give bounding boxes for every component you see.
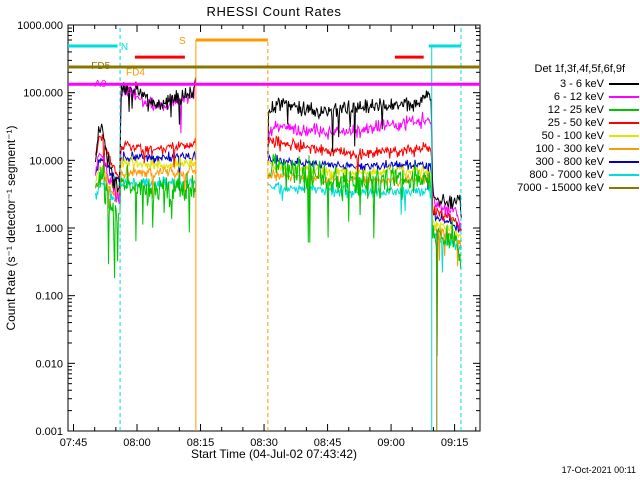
flag-label-a0: A0 <box>94 79 107 90</box>
series-line-3to6keV <box>267 90 462 219</box>
y-tick-label: 1000.000 <box>17 20 63 32</box>
series-line-12to25keV <box>267 153 462 357</box>
series-line-50to100keV <box>95 155 197 194</box>
legend-entry-label: 300 - 800 keV <box>535 155 605 168</box>
legend-entry-swatch <box>609 121 639 124</box>
legend-title: Det 1f,3f,4f,5f,6f,9f <box>534 63 626 75</box>
x-axis-label: Start Time (04-Jul-02 07:43:42) <box>190 447 358 461</box>
legend-entry-swatch <box>609 147 639 150</box>
legend-entry-label: 3 - 6 keV <box>559 77 604 90</box>
series-lines <box>68 65 480 357</box>
y-tick-label: 0.010 <box>35 358 63 370</box>
series-line-3to6keV <box>95 77 197 193</box>
x-tick-label: 08:15 <box>187 437 215 449</box>
legend-entry: 300 - 800 keV <box>486 155 639 168</box>
tick-labels: 07:45 08:00 08:15 08:30 08:45 09:00 09:15 0.001… <box>17 20 468 449</box>
legend-entry: 100 - 300 keV <box>486 142 639 155</box>
flag-label-a1: A1 <box>126 86 139 97</box>
legend-entry: 50 - 100 keV <box>486 129 639 142</box>
legend-entry: 6 - 12 keV <box>486 90 639 103</box>
legend-entry-swatch <box>609 82 639 85</box>
x-tick-label: 09:15 <box>441 437 469 449</box>
flag-label-n: N <box>121 42 128 53</box>
chart-title: RHESSI Count Rates <box>206 4 342 19</box>
plot-timestamp: 17-Oct-2021 00:11 <box>561 465 636 475</box>
flag-label-fd4: FD4 <box>126 68 145 79</box>
y-tick-label: 10.000 <box>29 155 63 167</box>
series-line-25to50keV <box>95 134 197 178</box>
legend: Det 1f,3f,4f,5f,6f,9f 3 - 6 keV 6 - 12 ke… <box>486 63 639 194</box>
x-tick-label: 07:45 <box>60 437 88 449</box>
series-line-300to800keV <box>267 154 462 234</box>
legend-entry-swatch <box>609 186 639 189</box>
y-tick-label: 100.000 <box>23 88 63 100</box>
flag-label-s: S <box>179 36 186 47</box>
legend-entry-label: 50 - 100 keV <box>541 129 604 142</box>
legend-entry-label: 7000 - 15000 keV <box>517 181 604 194</box>
legend-entry-label: 100 - 300 keV <box>535 142 605 155</box>
legend-entry: 3 - 6 keV <box>486 77 639 90</box>
y-axis-label: Count Rate (s⁻¹ detector⁻¹ segment⁻¹) <box>4 125 18 331</box>
x-tick-label: 09:00 <box>377 437 405 449</box>
legend-entry-swatch <box>609 134 639 137</box>
y-tick-label: 0.001 <box>35 426 63 438</box>
legend-entry-label: 12 - 25 keV <box>547 103 604 116</box>
flag-bars: N S FD5 FD4 A0 A1 <box>68 36 480 97</box>
x-tick-label: 08:00 <box>123 437 151 449</box>
legend-entry-label: 25 - 50 keV <box>547 116 604 129</box>
legend-entry: 12 - 25 keV <box>486 103 639 116</box>
legend-entry: 7000 - 15000 keV <box>486 181 639 194</box>
series-line-6to12keV <box>267 111 462 230</box>
legend-entry: 25 - 50 keV <box>486 116 639 129</box>
legend-entry-swatch <box>609 160 639 163</box>
series-line-25to50keV <box>267 135 462 233</box>
legend-entry-swatch <box>609 108 639 111</box>
series-line-50to100keV <box>267 160 462 242</box>
legend-entry-label: 800 - 7000 keV <box>529 168 604 181</box>
legend-entry: 800 - 7000 keV <box>486 168 639 181</box>
y-tick-label: 0.100 <box>35 291 63 303</box>
x-tick-label: 08:45 <box>314 437 342 449</box>
x-tick-label: 08:30 <box>250 437 278 449</box>
axes <box>67 24 481 432</box>
legend-entry-swatch <box>609 173 639 176</box>
series-line-12to25keV <box>95 164 197 279</box>
event-lines <box>119 25 462 431</box>
legend-entries: 3 - 6 keV 6 - 12 keV 12 - 25 keV 25 - 50 ke… <box>486 77 639 194</box>
legend-entry-swatch <box>609 95 639 98</box>
y-tick-label: 1.000 <box>35 223 63 235</box>
flag-label-fd5: FD5 <box>91 61 110 72</box>
legend-entry-label: 6 - 12 keV <box>553 90 604 103</box>
